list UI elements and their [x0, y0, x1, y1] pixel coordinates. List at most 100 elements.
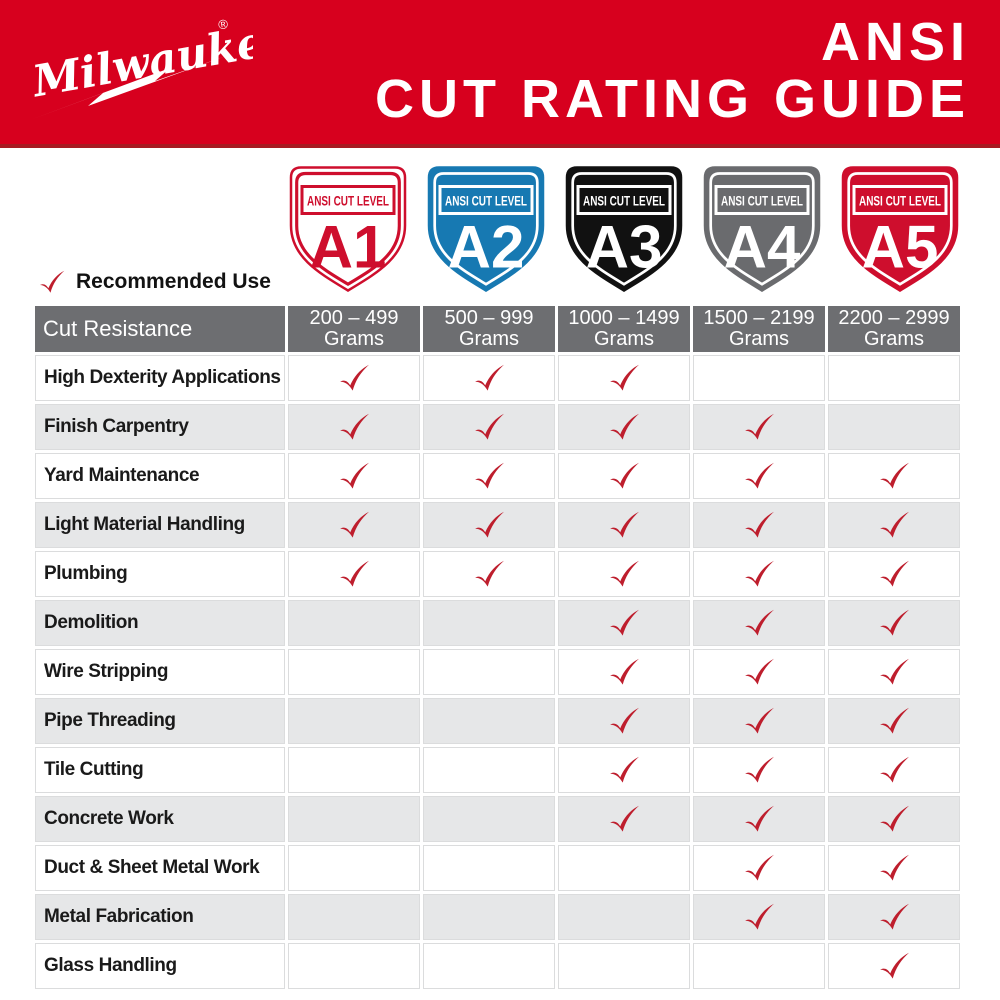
table-row: Plumbing	[35, 551, 960, 597]
table-row: Concrete Work	[35, 796, 960, 842]
row-label: Duct & Sheet Metal Work	[35, 845, 285, 891]
gram-unit: Grams	[324, 328, 384, 350]
shield-shape	[703, 166, 821, 292]
registered-mark-icon: ®	[217, 16, 229, 33]
gram-unit: Grams	[594, 328, 654, 350]
cut-rating-table: Cut Resistance 200 – 499 Grams 500 – 999 Gr…	[32, 303, 963, 992]
check-icon	[744, 609, 774, 636]
row-label: Pipe Threading	[35, 698, 285, 744]
check-icon	[609, 658, 639, 685]
table-row: Light Material Handling	[35, 502, 960, 548]
shield-row: ANSI CUT LEVEL A1 ANSI CUT LEVEL A2 ANSI CUT…	[283, 161, 965, 294]
banner-edge-stripe	[0, 144, 1000, 148]
table-header-row: Cut Resistance 200 – 499 Grams 500 – 999 Gr…	[35, 306, 960, 352]
ansi-cut-level-shield-a3: ANSI CUT LEVEL A3	[559, 161, 689, 294]
check-icon	[339, 560, 369, 587]
empty-cell	[423, 698, 555, 744]
check-cell	[423, 551, 555, 597]
check-icon	[879, 854, 909, 881]
check-cell	[558, 649, 690, 695]
empty-cell	[288, 747, 420, 793]
row-label: Yard Maintenance	[35, 453, 285, 499]
table-row: High Dexterity Applications	[35, 355, 960, 401]
check-icon	[744, 854, 774, 881]
shield-banner-text: ANSI CUT LEVEL	[721, 194, 803, 209]
row-label: Glass Handling	[35, 943, 285, 989]
column-header-a2: 500 – 999 Grams	[423, 306, 555, 352]
check-cell	[693, 502, 825, 548]
check-icon	[879, 511, 909, 538]
check-cell	[288, 453, 420, 499]
recommended-use-key: Recommended Use	[38, 268, 271, 296]
ansi-cut-level-shield-a2: ANSI CUT LEVEL A2	[421, 161, 551, 294]
milwaukee-logo: Milwaukee ®	[27, 13, 253, 120]
table-row: Wire Stripping	[35, 649, 960, 695]
check-icon	[474, 511, 504, 538]
check-cell	[558, 453, 690, 499]
check-cell	[558, 747, 690, 793]
check-cell	[693, 796, 825, 842]
shield-banner-box	[576, 185, 672, 215]
empty-cell	[288, 894, 420, 940]
check-icon	[39, 270, 65, 293]
check-cell	[423, 404, 555, 450]
title-line-1: ANSI	[820, 12, 970, 72]
check-icon	[744, 658, 774, 685]
row-label: Demolition	[35, 600, 285, 646]
check-icon	[879, 756, 909, 783]
check-cell	[828, 600, 960, 646]
check-cell	[423, 355, 555, 401]
table-row: Glass Handling	[35, 943, 960, 989]
empty-cell	[423, 845, 555, 891]
check-icon	[744, 462, 774, 489]
shield-level-text: A3	[586, 214, 663, 281]
check-cell	[558, 551, 690, 597]
check-cell	[693, 453, 825, 499]
check-icon	[879, 462, 909, 489]
row-label: High Dexterity Applications	[35, 355, 285, 401]
empty-cell	[558, 845, 690, 891]
table-row: Demolition	[35, 600, 960, 646]
shield-inner-border	[571, 172, 677, 286]
check-icon	[744, 756, 774, 783]
check-icon	[609, 707, 639, 734]
gram-unit: Grams	[459, 328, 519, 350]
empty-cell	[423, 649, 555, 695]
corner-header: Cut Resistance	[35, 306, 285, 352]
check-icon	[744, 707, 774, 734]
empty-cell	[288, 600, 420, 646]
check-icon	[744, 903, 774, 930]
shield-banner-box	[438, 185, 534, 215]
check-cell	[288, 355, 420, 401]
empty-cell	[423, 894, 555, 940]
shield-level-text: A4	[724, 214, 801, 281]
title-line-2: CUT RATING GUIDE	[375, 69, 970, 129]
header-banner: Milwaukee ® ANSI CUT RATING GUIDE	[0, 0, 1000, 144]
check-cell	[828, 796, 960, 842]
empty-cell	[423, 796, 555, 842]
empty-cell	[288, 698, 420, 744]
shield-level-text: A2	[448, 214, 525, 281]
check-icon	[339, 462, 369, 489]
table-row: Pipe Threading	[35, 698, 960, 744]
empty-cell	[828, 355, 960, 401]
empty-cell	[558, 943, 690, 989]
check-cell	[693, 845, 825, 891]
shield-banner-text: ANSI CUT LEVEL	[445, 194, 527, 209]
check-icon	[474, 462, 504, 489]
check-cell	[558, 600, 690, 646]
gram-range: 1000 – 1499	[568, 307, 680, 329]
check-icon	[339, 364, 369, 391]
table-row: Metal Fabrication	[35, 894, 960, 940]
shield-inner-border	[295, 171, 401, 287]
check-icon	[879, 805, 909, 832]
empty-cell	[423, 600, 555, 646]
check-cell	[828, 502, 960, 548]
check-icon	[879, 707, 909, 734]
ansi-cut-level-shield-a5: ANSI CUT LEVEL A5	[835, 161, 965, 294]
check-icon	[744, 511, 774, 538]
shield-inner-border	[433, 172, 539, 286]
check-cell	[828, 649, 960, 695]
empty-cell	[423, 747, 555, 793]
check-cell	[288, 551, 420, 597]
